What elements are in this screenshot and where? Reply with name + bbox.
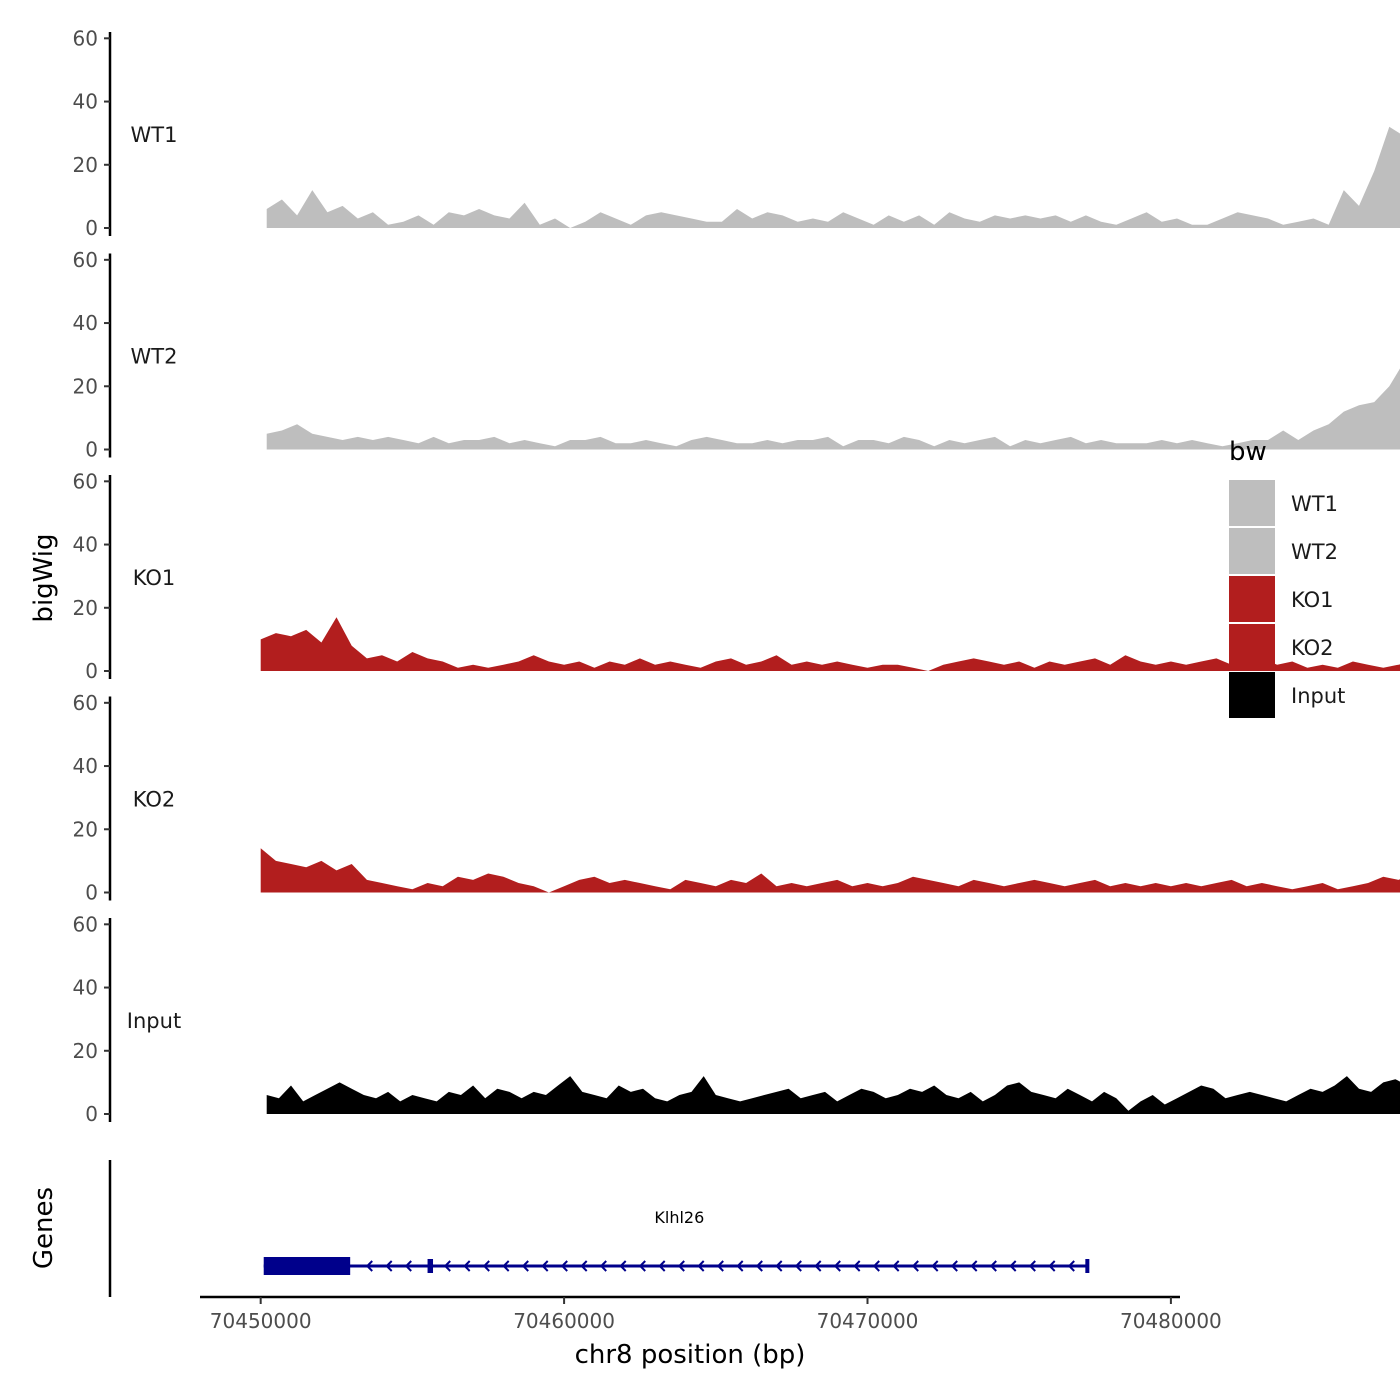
x-tick-label: 70450000	[210, 1309, 312, 1333]
legend: bw WT1 WT2 KO1 KO2 Input	[1229, 437, 1345, 718]
legend-label-ko2: KO2	[1291, 636, 1334, 660]
x-axis-title: chr8 position (bp)	[575, 1340, 806, 1370]
x-tick-label: 70460000	[513, 1309, 615, 1333]
track-panels: 0 20 40 60 WT1 0 20 40 60 WT2 0 20 40 60 KO1 0 20 40 60 KO2…	[73, 26, 1400, 1126]
y-tick-label: 40	[73, 754, 98, 778]
strand-arrow	[560, 1260, 568, 1272]
strand-arrow	[833, 1260, 841, 1272]
y-tick-label: 60	[73, 912, 98, 936]
strand-arrow	[989, 1260, 997, 1272]
strand-arrow	[658, 1260, 666, 1272]
genes-panel: Genes Klhl26	[29, 1160, 1090, 1297]
track-label-wt2: WT2	[131, 345, 178, 369]
strand-arrow	[580, 1260, 588, 1272]
y-tick-label: 40	[73, 90, 98, 114]
track-label-ko1: KO1	[133, 566, 176, 590]
track-panel-ko1: 0 20 40 60 KO1	[73, 469, 1400, 683]
strand-arrow	[931, 1260, 939, 1272]
strand-arrow	[482, 1260, 490, 1272]
strand-arrow	[775, 1260, 783, 1272]
strand-arrow	[521, 1260, 529, 1272]
strand-arrow	[599, 1260, 607, 1272]
track-panel-input: 0 20 40 60 Input	[73, 912, 1400, 1126]
strand-arrow	[716, 1260, 724, 1272]
y-tick-label: 0	[85, 1102, 98, 1126]
y-tick-label: 60	[73, 26, 98, 50]
strand-arrow	[619, 1260, 627, 1272]
legend-label-wt2: WT2	[1291, 540, 1338, 564]
strand-arrow	[853, 1260, 861, 1272]
y-tick-label: 60	[73, 469, 98, 493]
area-series-wt2	[266, 368, 1400, 450]
area-series-input	[266, 1076, 1400, 1114]
legend-key-input	[1229, 672, 1275, 718]
track-label-wt1: WT1	[131, 123, 178, 147]
y-tick-label: 0	[85, 659, 98, 683]
strand-arrow	[463, 1260, 471, 1272]
strand-arrow	[365, 1260, 373, 1272]
legend-key-ko1	[1229, 576, 1275, 622]
strand-arrow	[638, 1260, 646, 1272]
strand-arrow	[1067, 1260, 1075, 1272]
strand-arrow	[970, 1260, 978, 1272]
legend-label-wt1: WT1	[1291, 492, 1338, 516]
y-tick-label: 0	[85, 216, 98, 240]
legend-label-input: Input	[1291, 684, 1345, 708]
strand-arrow	[502, 1260, 510, 1272]
strand-arrow	[404, 1260, 412, 1272]
strand-arrow	[794, 1260, 802, 1272]
track-label-input: Input	[127, 1009, 181, 1033]
y-tick-label: 0	[85, 438, 98, 462]
y-tick-label: 40	[73, 533, 98, 557]
strand-arrow	[755, 1260, 763, 1272]
strand-arrow	[892, 1260, 900, 1272]
x-tick-label: 70480000	[1120, 1309, 1222, 1333]
x-axis: 70450000 70460000 70470000 70480000	[200, 1295, 1222, 1333]
area-series-ko1	[260, 617, 1400, 671]
strand-arrow	[1028, 1260, 1036, 1272]
gene-exon	[427, 1259, 434, 1273]
y-tick-label: 0	[85, 881, 98, 905]
strand-arrow	[872, 1260, 880, 1272]
track-label-ko2: KO2	[133, 788, 176, 812]
y-tick-label: 60	[73, 691, 98, 715]
y-tick-label: 40	[73, 976, 98, 1000]
strand-arrow	[443, 1260, 451, 1272]
legend-key-wt2	[1229, 528, 1275, 574]
area-series-ko2	[260, 848, 1400, 893]
y-axis-title: bigWig	[29, 533, 59, 622]
track-panel-wt1: 0 20 40 60 WT1	[73, 26, 1400, 240]
strand-arrow	[911, 1260, 919, 1272]
strand-arrow	[814, 1260, 822, 1272]
y-tick-label: 20	[73, 596, 98, 620]
genes-panel-label: Genes	[29, 1187, 59, 1269]
strand-arrow	[677, 1260, 685, 1272]
y-tick-label: 60	[73, 248, 98, 272]
legend-label-ko1: KO1	[1291, 588, 1334, 612]
gene-models: Klhl26	[263, 1208, 1090, 1275]
strand-arrow	[950, 1260, 958, 1272]
area-series-wt1	[266, 126, 1400, 228]
x-tick-label: 70470000	[817, 1309, 919, 1333]
track-panel-ko2: 0 20 40 60 KO2	[73, 691, 1400, 905]
strand-arrow	[1048, 1260, 1056, 1272]
strand-arrow	[736, 1260, 744, 1272]
gene-label: Klhl26	[654, 1208, 704, 1227]
y-tick-label: 20	[73, 817, 98, 841]
strand-arrow	[541, 1260, 549, 1272]
strand-arrow	[697, 1260, 705, 1272]
legend-title: bw	[1229, 437, 1267, 467]
y-tick-label: 40	[73, 311, 98, 335]
y-tick-label: 20	[73, 1039, 98, 1063]
legend-key-wt1	[1229, 480, 1275, 526]
gene-exon	[263, 1257, 351, 1275]
strand-arrow	[385, 1260, 393, 1272]
strand-arrow	[1009, 1260, 1017, 1272]
gene-exon	[1085, 1259, 1090, 1273]
track-panel-wt2: 0 20 40 60 WT2	[73, 248, 1400, 462]
y-tick-label: 20	[73, 374, 98, 398]
y-tick-label: 20	[73, 153, 98, 177]
legend-key-ko2	[1229, 624, 1275, 670]
